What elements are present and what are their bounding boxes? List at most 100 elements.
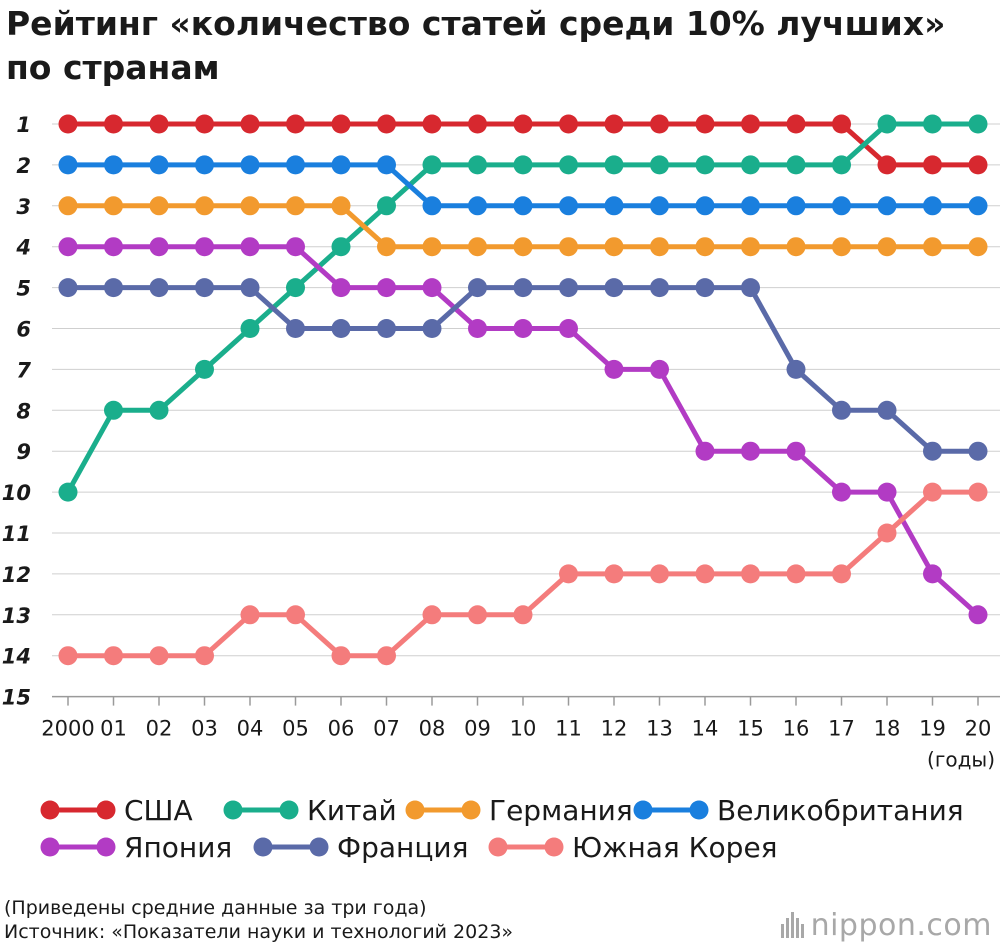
data-point <box>286 278 305 298</box>
x-tick-label: 01 <box>100 717 127 741</box>
chart-title: Рейтинг «количество статей среди 10% луч… <box>6 2 996 90</box>
data-point <box>58 155 78 175</box>
data-point <box>240 155 260 175</box>
data-point <box>741 237 760 257</box>
data-point <box>877 482 897 502</box>
x-tick-label: 10 <box>510 717 537 741</box>
legend-swatch-dot <box>309 837 329 857</box>
data-point <box>286 114 305 134</box>
data-point <box>877 237 897 257</box>
x-tick-label: 05 <box>282 717 309 741</box>
data-point <box>923 564 942 584</box>
data-point <box>240 319 260 338</box>
data-point <box>58 278 78 298</box>
data-point <box>559 319 578 338</box>
y-tick-label: 12 <box>2 563 31 587</box>
data-point <box>331 319 351 338</box>
data-point <box>58 482 78 502</box>
data-point <box>286 605 305 625</box>
data-point <box>968 482 988 502</box>
x-axis-unit: (годы) <box>927 748 995 772</box>
data-point <box>695 237 715 257</box>
data-point <box>104 278 123 298</box>
data-point <box>195 114 214 134</box>
data-point <box>877 523 897 543</box>
y-tick-label: 11 <box>2 522 31 546</box>
data-point <box>58 646 78 666</box>
legend-label: США <box>124 794 193 827</box>
data-point <box>832 482 851 502</box>
x-tick-label: 03 <box>191 717 218 741</box>
data-point <box>786 155 806 175</box>
y-tick-label: 8 <box>16 399 31 423</box>
legend-item: Франция <box>253 831 468 864</box>
legend-label: Франция <box>337 831 468 864</box>
y-tick-label: 5 <box>16 277 31 301</box>
data-point <box>559 278 578 298</box>
data-point <box>422 278 442 298</box>
data-point <box>240 237 260 257</box>
data-point <box>513 278 533 298</box>
data-point <box>741 155 760 175</box>
legend-label: Южная Корея <box>572 831 778 864</box>
series-4 <box>58 237 988 625</box>
data-point <box>331 114 351 134</box>
data-point <box>468 319 487 338</box>
data-point <box>195 196 214 216</box>
x-tick-label: 14 <box>692 717 719 741</box>
x-tick-label: 11 <box>555 717 582 741</box>
data-point <box>650 359 669 379</box>
data-point <box>695 278 715 298</box>
legend-swatch-dot <box>40 800 60 820</box>
data-point <box>923 237 942 257</box>
data-point <box>650 114 669 134</box>
legend-swatch-dot <box>544 837 564 857</box>
data-point <box>513 319 533 338</box>
data-point <box>377 319 396 338</box>
data-point <box>195 237 214 257</box>
y-tick-label: 2 <box>16 154 31 178</box>
data-point <box>331 196 351 216</box>
data-point <box>240 605 260 625</box>
data-point <box>741 114 760 134</box>
y-tick-label: 9 <box>16 440 31 464</box>
data-point <box>741 196 760 216</box>
data-point <box>58 196 78 216</box>
y-tick-label: 10 <box>2 481 31 505</box>
data-point <box>377 278 396 298</box>
data-point <box>149 400 169 420</box>
x-tick-label: 09 <box>464 717 491 741</box>
data-point <box>422 196 442 216</box>
x-tick-label: 20 <box>965 717 992 741</box>
x-tick-label: 19 <box>919 717 946 741</box>
data-point <box>377 155 396 175</box>
x-tick-label: 12 <box>601 717 628 741</box>
data-point <box>149 155 169 175</box>
legend-swatch-dot <box>461 800 481 820</box>
data-point <box>877 155 897 175</box>
data-point <box>149 278 169 298</box>
data-point <box>604 564 624 584</box>
data-point <box>695 155 715 175</box>
data-point <box>331 155 351 175</box>
data-point <box>468 605 487 625</box>
data-point <box>832 564 851 584</box>
data-point <box>877 114 897 134</box>
data-point <box>741 278 760 298</box>
data-point <box>149 646 169 666</box>
data-point <box>104 237 123 257</box>
brand-bars-icon <box>780 912 804 938</box>
data-point <box>240 278 260 298</box>
x-tick-label: 18 <box>874 717 901 741</box>
legend-label: Великобритания <box>717 794 964 827</box>
brand-logo: nippon.com <box>780 908 992 943</box>
data-point <box>832 196 851 216</box>
data-point <box>468 237 487 257</box>
data-point <box>377 114 396 134</box>
data-point <box>149 114 169 134</box>
data-point <box>968 155 988 175</box>
data-point <box>468 196 487 216</box>
data-point <box>195 278 214 298</box>
